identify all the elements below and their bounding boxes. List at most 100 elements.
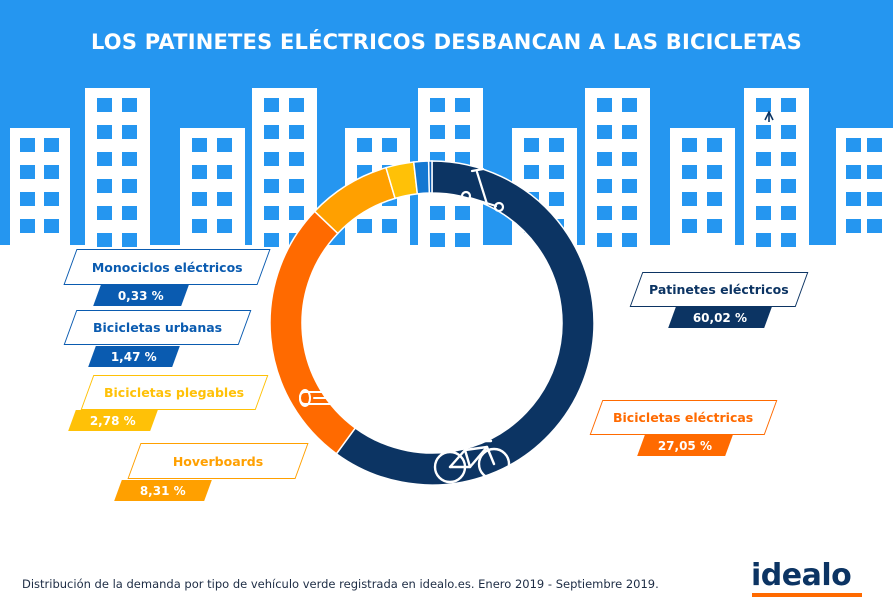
scooter-icon — [460, 167, 505, 213]
value-box-monociclos: 0,33 % — [93, 285, 189, 306]
building-window — [549, 192, 564, 206]
building-window — [122, 233, 137, 247]
building-window — [264, 233, 279, 247]
building-window — [97, 206, 112, 220]
building-window — [622, 179, 637, 193]
building-window — [357, 138, 372, 152]
label-box-urbanas: Bicicletas urbanas — [63, 310, 252, 345]
building-window — [97, 152, 112, 166]
building-window — [622, 233, 637, 247]
building-window — [622, 206, 637, 220]
value-box-urbanas: 1,47 % — [88, 346, 180, 367]
building-window — [781, 233, 796, 247]
building-window — [455, 98, 470, 112]
building-window — [217, 165, 232, 179]
building-window — [846, 138, 861, 152]
idealo-logo: idealo — [751, 558, 852, 593]
building-window — [44, 138, 59, 152]
building-window — [597, 98, 612, 112]
building-window — [597, 152, 612, 166]
building-window — [707, 165, 722, 179]
label-box-electricas: Bicicletas eléctricas — [589, 400, 778, 435]
label-monociclos: Monociclos eléctricos — [91, 259, 243, 275]
building — [252, 88, 317, 245]
building-window — [622, 125, 637, 139]
building-window — [455, 125, 470, 139]
donut-slice-urbanas — [412, 160, 431, 195]
building-window — [846, 165, 861, 179]
donut-slice-electricas — [269, 210, 357, 455]
building-window — [289, 98, 304, 112]
building-window — [20, 219, 35, 233]
building-window — [455, 206, 470, 220]
building-window — [122, 125, 137, 139]
label-electricas: Bicicletas eléctricas — [613, 410, 754, 425]
building — [744, 88, 809, 245]
building-window — [756, 125, 771, 139]
value-box-patinetes: 60,02 % — [668, 307, 772, 328]
building — [85, 88, 150, 245]
building-window — [682, 138, 697, 152]
building-window — [97, 233, 112, 247]
donut-slice-patinetes — [335, 160, 595, 486]
building-window — [20, 165, 35, 179]
label-patinetes: Patinetes eléctricos — [649, 282, 789, 297]
building-window — [430, 233, 445, 247]
building — [670, 128, 735, 245]
building-window — [756, 179, 771, 193]
building-window — [781, 206, 796, 220]
building-window — [289, 152, 304, 166]
building-window — [44, 165, 59, 179]
building-window — [264, 179, 279, 193]
building-window — [756, 152, 771, 166]
donut-slice-monociclos — [427, 160, 433, 194]
building-window — [867, 192, 882, 206]
building-window — [264, 125, 279, 139]
building-window — [756, 206, 771, 220]
building-window — [867, 165, 882, 179]
footer-note: Distribución de la demanda por tipo de v… — [22, 577, 659, 591]
donut-chart — [269, 160, 595, 486]
building-window — [192, 138, 207, 152]
building-window — [597, 179, 612, 193]
building-window — [707, 219, 722, 233]
building-window — [867, 138, 882, 152]
building-window — [597, 233, 612, 247]
building-window — [781, 179, 796, 193]
value-patinetes: 60,02 % — [692, 310, 748, 325]
building-window — [122, 152, 137, 166]
building-window — [217, 138, 232, 152]
value-box-electricas: 27,05 % — [637, 435, 733, 456]
page-title: LOS PATINETES ELÉCTRICOS DESBANCAN A LAS… — [90, 30, 803, 54]
building-window — [524, 138, 539, 152]
value-urbanas: 1,47 % — [111, 349, 157, 364]
building-window — [44, 219, 59, 233]
building-window — [430, 125, 445, 139]
building-window — [122, 179, 137, 193]
building-window — [597, 206, 612, 220]
building-window — [264, 206, 279, 220]
building-window — [682, 192, 697, 206]
building-window — [756, 98, 771, 112]
building-window — [20, 192, 35, 206]
building-window — [289, 206, 304, 220]
vehicle-icons — [299, 110, 774, 484]
building-window — [756, 233, 771, 247]
building-window — [192, 165, 207, 179]
city-skyline — [10, 88, 893, 247]
building-window — [682, 219, 697, 233]
building-window — [217, 192, 232, 206]
value-monociclos: 0,33 % — [118, 288, 164, 303]
building-window — [97, 125, 112, 139]
building-window — [846, 219, 861, 233]
building-window — [430, 98, 445, 112]
building-window — [781, 152, 796, 166]
value-hoverboards: 8,31 % — [140, 483, 186, 498]
building-window — [622, 152, 637, 166]
building-window — [846, 192, 861, 206]
building-window — [524, 165, 539, 179]
building — [180, 128, 245, 245]
building-window — [44, 192, 59, 206]
building-window — [382, 219, 397, 233]
building-window — [122, 98, 137, 112]
